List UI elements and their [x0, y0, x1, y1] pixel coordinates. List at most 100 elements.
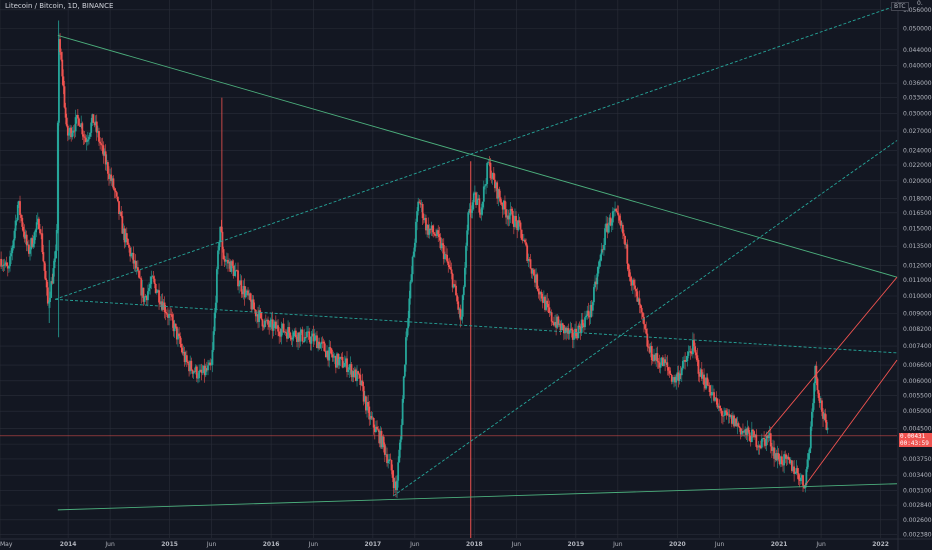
- candle-body: [191, 369, 194, 374]
- candle-body: [608, 217, 611, 226]
- y-tick-label: 0.020000: [903, 178, 932, 185]
- candle-body: [743, 430, 745, 433]
- candle-body: [445, 254, 447, 255]
- candle-body: [62, 76, 65, 87]
- candle-body: [676, 372, 679, 377]
- candle-body: [301, 329, 304, 342]
- price-axis[interactable]: 0.056000 0.050000 0.044000 0.040000 0.036000…: [903, 7, 932, 539]
- candle-body: [573, 338, 575, 340]
- candle-body: [556, 316, 559, 328]
- candle-body: [95, 121, 98, 133]
- candle-body: [13, 230, 16, 241]
- candle-body: [420, 204, 423, 205]
- currency-label[interactable]: BTC: [891, 2, 909, 11]
- candle-body: [336, 353, 338, 368]
- candle-body: [656, 353, 659, 362]
- candle-body: [395, 481, 397, 491]
- candle-body: [290, 337, 293, 340]
- candle-body: [823, 413, 826, 419]
- candle-body: [347, 369, 350, 373]
- candle-body: [194, 366, 197, 372]
- candle-body: [817, 390, 820, 398]
- time-axis[interactable]: May 2014 Jun 2015 Jun 2016 Jun 2017 Jun 2018 Jun 20…: [0, 541, 889, 548]
- candle-body: [368, 406, 371, 420]
- candle-body: [377, 429, 380, 431]
- candle-body: [788, 459, 791, 464]
- candle-body: [297, 332, 299, 343]
- candle-body: [215, 269, 218, 303]
- candle-body: [412, 251, 415, 257]
- candle-body: [433, 233, 436, 236]
- candle-body: [263, 320, 266, 328]
- candle-body: [381, 436, 384, 448]
- candle-body: [509, 208, 512, 216]
- candle-body: [425, 217, 427, 231]
- candle-body: [726, 412, 729, 416]
- candle-body: [91, 114, 94, 123]
- symbol-legend[interactable]: Litecoin / Bitcoin, 1D, BINANCE: [5, 2, 114, 10]
- candle-body: [222, 249, 225, 260]
- candle-body: [39, 229, 41, 234]
- candle-body: [203, 365, 206, 376]
- candle-body: [614, 208, 616, 212]
- candle-body: [452, 284, 455, 288]
- candle-body: [438, 234, 441, 238]
- candle-body: [293, 330, 296, 333]
- candle-body: [631, 279, 634, 286]
- candle-body: [408, 298, 411, 319]
- candle-body: [76, 114, 79, 119]
- candle-body: [252, 299, 255, 310]
- candle-body: [141, 287, 144, 296]
- candle-body: [628, 269, 631, 278]
- candle-body: [749, 440, 752, 443]
- candle-body: [179, 336, 182, 344]
- candle-body: [267, 319, 269, 325]
- candle-body: [431, 225, 434, 233]
- candle-body: [531, 269, 534, 274]
- candle-body: [759, 447, 762, 449]
- candle-body: [629, 277, 632, 282]
- candle-body: [624, 236, 626, 245]
- candle-body: [262, 326, 265, 328]
- candle-body: [755, 434, 758, 447]
- candle-body: [713, 392, 715, 401]
- candle-body: [753, 431, 755, 438]
- candle-body: [807, 453, 810, 460]
- y-tick-label: 0.011000: [903, 277, 932, 284]
- candle-body: [579, 327, 582, 333]
- candle-body: [122, 228, 125, 234]
- candle-body: [768, 433, 771, 436]
- y-tick-label: 0.012000: [903, 263, 932, 270]
- candle-body: [3, 264, 6, 266]
- candle-body: [294, 330, 297, 337]
- x-tick-label: Jun: [714, 541, 725, 548]
- candle-body: [380, 430, 383, 448]
- candle-body: [94, 121, 97, 126]
- candle-body: [4, 262, 7, 265]
- candle-body: [229, 261, 232, 272]
- candle-body: [116, 196, 119, 202]
- candle-body: [219, 226, 222, 243]
- y-tick-label: 0.027000: [903, 128, 932, 135]
- candle-body: [168, 313, 170, 318]
- candle-body: [145, 295, 148, 301]
- candle-body: [148, 288, 150, 292]
- candle-body: [311, 333, 314, 337]
- candle-body: [164, 312, 167, 314]
- candle-body: [495, 182, 497, 189]
- candle-body: [630, 281, 633, 286]
- candle-body: [108, 173, 110, 179]
- candle-body: [239, 280, 242, 285]
- candle-body: [534, 275, 536, 283]
- candle-body: [809, 426, 812, 449]
- candle-body: [719, 408, 722, 411]
- candle-body: [819, 400, 822, 403]
- candle-body: [767, 435, 770, 439]
- candle-body: [796, 468, 799, 474]
- candle-body: [407, 318, 410, 329]
- candle-body: [135, 267, 138, 269]
- candle-body: [783, 454, 786, 466]
- candle-body: [79, 125, 81, 127]
